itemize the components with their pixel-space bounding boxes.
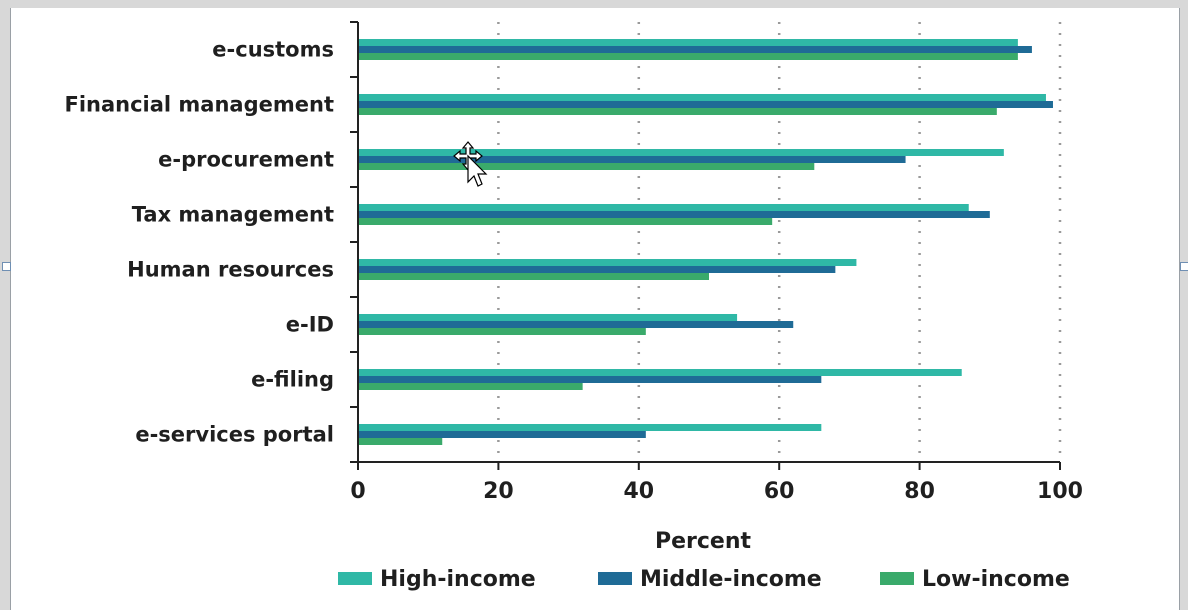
x-tick-labels: 0 20 40 60 80 100	[350, 479, 1083, 504]
x-tick-label: 0	[350, 479, 365, 504]
bar-high-income	[358, 424, 822, 431]
bar-low-income	[358, 383, 583, 390]
x-tick-label: 60	[764, 479, 795, 504]
grid-lines	[497, 22, 1062, 462]
category-label: e-procurement	[158, 148, 334, 172]
category-label: Financial management	[64, 93, 334, 117]
category-labels: e-customs Financial management e-procureme…	[64, 38, 334, 447]
bar-low-income	[358, 108, 997, 115]
legend-swatch	[338, 572, 372, 585]
legend: High-income Middle-income Low-income	[338, 567, 1070, 592]
bar-low-income	[358, 53, 1018, 60]
bar-middle-income	[358, 46, 1032, 53]
bar-low-income	[358, 438, 443, 445]
x-axis-title: Percent	[655, 529, 752, 554]
axes	[350, 21, 1061, 470]
category-label: e-services portal	[135, 423, 334, 447]
bar-low-income	[358, 273, 709, 280]
legend-label: Middle-income	[640, 567, 822, 592]
left-resize-handle[interactable]	[2, 262, 11, 271]
legend-swatch	[880, 572, 914, 585]
category-label: e-ID	[286, 313, 334, 337]
x-tick-label: 100	[1037, 479, 1083, 504]
bar-low-income	[358, 163, 815, 170]
bar-middle-income	[358, 431, 646, 438]
legend-label: High-income	[380, 567, 536, 592]
category-label: Human resources	[127, 258, 334, 282]
bar-high-income	[358, 94, 1046, 101]
category-label: e-customs	[212, 38, 334, 62]
legend-swatch	[598, 572, 632, 585]
bar-high-income	[358, 314, 738, 321]
bar-middle-income	[358, 321, 794, 328]
bar-low-income	[358, 328, 646, 335]
bar-high-income	[358, 149, 1004, 156]
move-cursor-icon	[453, 141, 488, 187]
bar-high-income	[358, 39, 1018, 46]
x-tick-label: 40	[623, 479, 654, 504]
x-tick-label: 80	[904, 479, 935, 504]
legend-label: Low-income	[922, 567, 1070, 592]
category-label: Tax management	[132, 203, 334, 227]
bars	[358, 39, 1053, 445]
bar-high-income	[358, 259, 857, 266]
bar-low-income	[358, 218, 773, 225]
x-tick-label: 20	[483, 479, 514, 504]
right-resize-handle[interactable]	[1180, 262, 1188, 271]
bar-middle-income	[358, 101, 1053, 108]
bar-high-income	[358, 369, 962, 376]
bar-middle-income	[358, 266, 836, 273]
bar-middle-income	[358, 156, 906, 163]
bar-middle-income	[358, 211, 990, 218]
category-label: e-filing	[251, 368, 334, 392]
bar-high-income	[358, 204, 969, 211]
bar-middle-income	[358, 376, 822, 383]
